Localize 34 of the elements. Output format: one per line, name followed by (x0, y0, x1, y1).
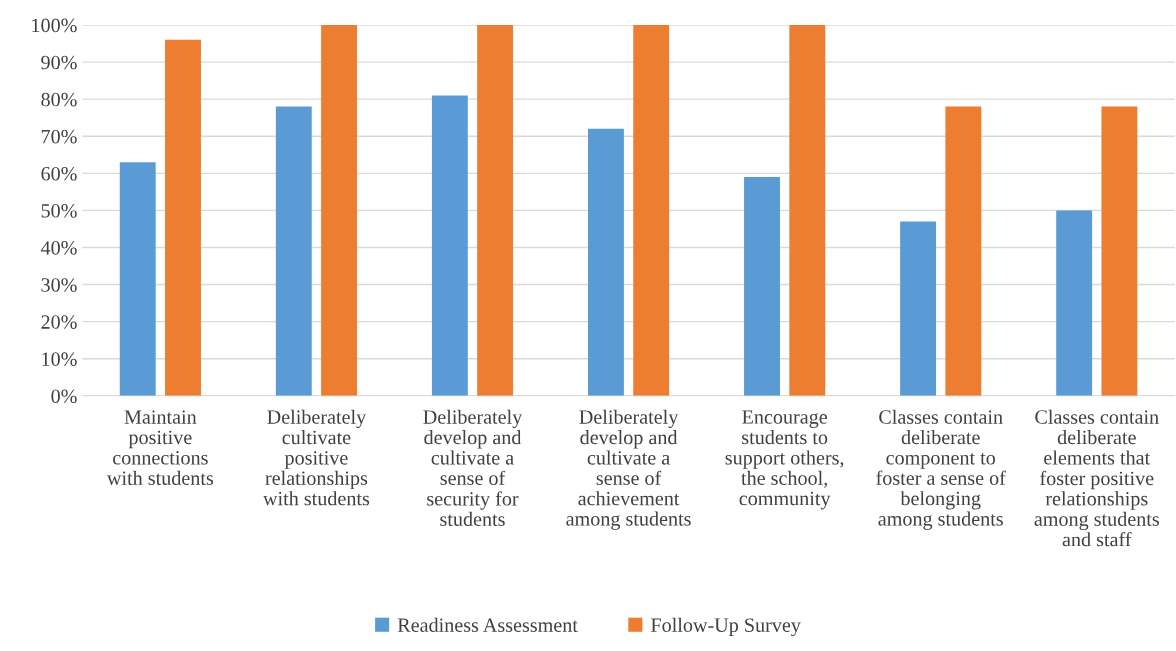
bar (789, 25, 826, 396)
bar (1056, 210, 1093, 396)
bar (165, 39, 201, 396)
bar (945, 106, 982, 396)
x-tick-label: Deliberately cultivate positive relationships with students (263, 409, 370, 506)
y-tick-label: 30% (41, 278, 77, 292)
bar (900, 221, 937, 396)
x-tick-label: Maintain positive connections with students (106, 410, 214, 485)
y-tick-label: 90% (41, 55, 77, 70)
x-tick-label: Classes contain deliberate elements that foster positive relationships among students and staff (1034, 409, 1159, 547)
y-tick-label: 20% (41, 315, 77, 329)
y-tick-label: 80% (41, 92, 77, 107)
bar (431, 95, 468, 396)
x-tick-label: Encourage students to support others, the school, community (725, 410, 844, 510)
y-tick-label: 0% (51, 389, 77, 404)
y-tick-label: 50% (41, 204, 77, 218)
bar (1101, 106, 1138, 396)
legend-label: Follow-Up Survey (651, 617, 801, 637)
bar (119, 162, 156, 396)
y-tick-label: 70% (41, 129, 77, 144)
x-tick-label: Classes contain deliberate component to foster a sense of belonging among students (876, 409, 1006, 530)
bar (744, 177, 780, 396)
bar (633, 25, 670, 396)
y-tick-label: 10% (42, 352, 77, 366)
y-tick-label: 40% (40, 241, 77, 255)
y-tick-label: 100% (32, 18, 77, 33)
bar (275, 106, 312, 396)
legend-label: Readiness Assessment (397, 617, 578, 632)
x-tick-label: Deliberately develop and cultivate a sense of achievement among students (566, 409, 691, 530)
bar (477, 25, 514, 396)
y-tick-label: 60% (41, 166, 77, 181)
bar (587, 128, 624, 396)
x-tick-label: Deliberately develop and cultivate a sense of security for students (423, 409, 523, 527)
bar (321, 25, 358, 396)
